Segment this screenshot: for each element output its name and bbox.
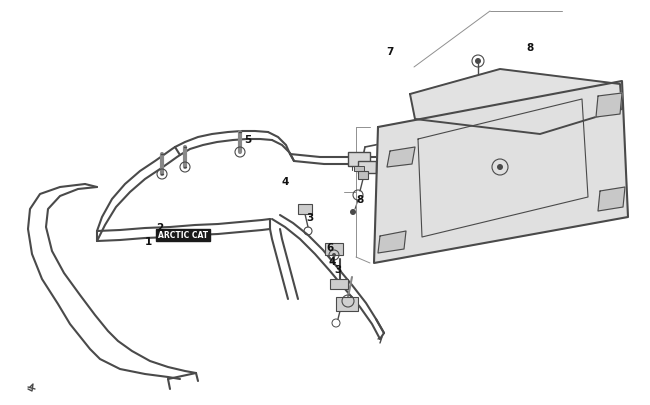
Text: 2: 2 [157, 222, 164, 232]
Text: 5: 5 [244, 135, 252, 145]
Text: 3: 3 [306, 213, 313, 222]
Text: 6: 6 [326, 243, 333, 252]
Polygon shape [374, 82, 628, 263]
Circle shape [350, 209, 356, 215]
FancyBboxPatch shape [336, 297, 358, 311]
FancyBboxPatch shape [358, 172, 368, 179]
FancyBboxPatch shape [358, 162, 376, 174]
FancyBboxPatch shape [354, 166, 364, 172]
Text: 3: 3 [334, 264, 342, 274]
Text: 4: 4 [281, 177, 289, 187]
Polygon shape [596, 94, 622, 118]
Polygon shape [598, 188, 625, 211]
Text: 7: 7 [386, 47, 394, 57]
Circle shape [332, 254, 336, 257]
Text: ARCTIC CAT: ARCTIC CAT [158, 231, 208, 240]
Text: 8: 8 [526, 43, 534, 53]
FancyBboxPatch shape [325, 243, 343, 256]
FancyBboxPatch shape [348, 153, 370, 166]
Polygon shape [387, 148, 415, 168]
Text: 8: 8 [356, 194, 363, 205]
Circle shape [475, 59, 481, 65]
Text: 4: 4 [328, 256, 335, 266]
Text: 1: 1 [144, 237, 151, 246]
FancyBboxPatch shape [330, 279, 348, 289]
Circle shape [497, 164, 503, 171]
FancyBboxPatch shape [298, 205, 312, 215]
Polygon shape [410, 70, 622, 135]
Polygon shape [378, 231, 406, 254]
